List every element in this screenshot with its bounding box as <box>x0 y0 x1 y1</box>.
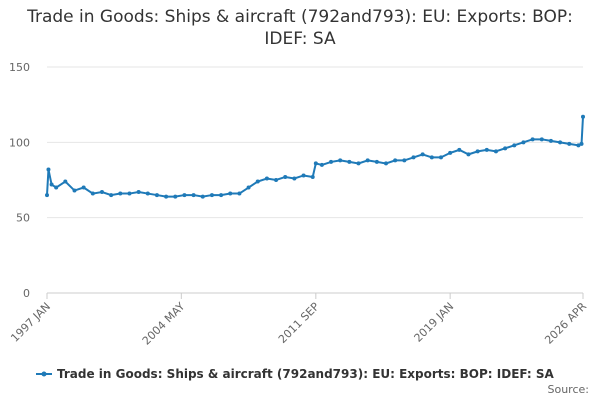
data-point <box>365 158 370 163</box>
data-point <box>402 158 407 163</box>
chart-title: Trade in Goods: Ships & aircraft (792and… <box>27 7 573 49</box>
source-label: Source: <box>548 383 590 396</box>
data-point <box>411 155 416 160</box>
data-point <box>145 191 150 196</box>
data-point <box>81 185 86 190</box>
data-point <box>475 149 480 154</box>
data-point <box>466 152 471 157</box>
data-point <box>347 159 352 164</box>
y-tick-label: 50 <box>16 212 30 225</box>
x-tick-label: 2019 JAN <box>412 300 457 345</box>
data-point <box>567 141 572 146</box>
legend-label: Trade in Goods: Ships & aircraft (792and… <box>57 367 555 381</box>
data-point <box>45 193 49 198</box>
data-point <box>255 179 260 184</box>
data-point <box>246 185 251 190</box>
y-tick-label: 100 <box>9 136 30 149</box>
data-point <box>548 138 553 143</box>
data-point <box>264 176 269 181</box>
data-point <box>182 193 187 198</box>
data-point <box>191 193 196 198</box>
data-point <box>301 173 306 178</box>
data-point <box>49 182 54 187</box>
data-point <box>200 194 205 199</box>
data-point <box>46 167 51 172</box>
data-point <box>493 149 498 154</box>
data-point <box>429 155 434 160</box>
data-point <box>292 176 297 181</box>
data-point <box>576 143 581 148</box>
data-point <box>530 137 535 142</box>
data-point <box>329 159 334 164</box>
data-point <box>99 190 104 195</box>
data-point <box>209 193 214 198</box>
data-point <box>127 191 132 196</box>
data-point <box>237 191 242 196</box>
data-point <box>228 191 233 196</box>
data-point <box>310 174 315 179</box>
data-point <box>356 161 361 166</box>
series-line <box>46 116 584 198</box>
y-tick-label: 150 <box>9 61 30 74</box>
x-tick-label: 2011 SEP <box>276 300 322 346</box>
data-point <box>374 159 379 164</box>
data-point <box>420 152 425 157</box>
data-point <box>173 194 178 199</box>
legend-marker <box>41 371 47 377</box>
data-point <box>384 161 389 166</box>
data-point <box>393 158 398 163</box>
y-tick-label: 0 <box>23 287 30 300</box>
data-point <box>118 191 123 196</box>
data-point <box>313 161 318 166</box>
data-point <box>579 141 584 146</box>
data-point <box>283 174 288 179</box>
data-point <box>219 193 224 198</box>
data-point <box>457 147 462 152</box>
x-tick-label: 2026 APR <box>542 300 589 347</box>
data-point <box>512 143 517 148</box>
x-tick-label: 1997 JAN <box>8 300 53 345</box>
data-point <box>558 140 563 145</box>
data-point <box>438 155 443 160</box>
data-point <box>154 193 159 198</box>
data-point <box>274 178 279 182</box>
data-point <box>109 193 114 198</box>
data-point <box>90 191 95 196</box>
data-point <box>338 158 343 163</box>
data-point <box>72 188 77 193</box>
data-point <box>521 140 526 145</box>
data-point <box>136 190 141 195</box>
data-point <box>164 194 169 199</box>
data-point <box>503 146 508 151</box>
data-point <box>319 162 324 167</box>
data-point <box>63 179 68 184</box>
data-point <box>484 147 489 152</box>
data-point <box>448 150 453 155</box>
data-point <box>539 137 544 142</box>
x-tick-label: 2004 MAY <box>140 300 188 348</box>
data-point <box>581 114 585 119</box>
data-point <box>54 185 59 190</box>
